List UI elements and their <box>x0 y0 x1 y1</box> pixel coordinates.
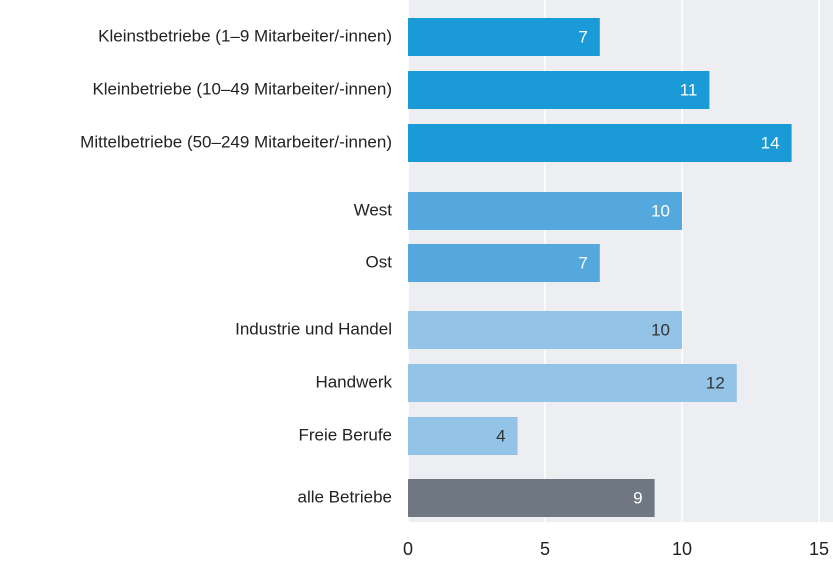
value-label: 12 <box>706 373 725 392</box>
bar <box>408 364 737 402</box>
bar <box>408 192 682 230</box>
y-tick-label: Kleinbetriebe (10–49 Mitarbeiter/-innen) <box>92 79 392 98</box>
y-tick-label: alle Betriebe <box>297 487 392 506</box>
x-tick-label: 10 <box>672 539 692 559</box>
bar <box>408 18 600 56</box>
bar <box>408 244 600 282</box>
x-tick-label: 15 <box>809 539 829 559</box>
bar <box>408 71 710 109</box>
value-label: 4 <box>496 426 505 445</box>
y-tick-label: West <box>354 200 393 219</box>
value-label: 10 <box>651 201 670 220</box>
value-label: 14 <box>761 133 780 152</box>
y-tick-label: Freie Berufe <box>298 425 392 444</box>
y-tick-label: Kleinstbetriebe (1–9 Mitarbeiter/-innen) <box>98 26 392 45</box>
value-label: 9 <box>633 488 642 507</box>
x-tick-label: 0 <box>403 539 413 559</box>
bar <box>408 311 682 349</box>
x-tick-label: 5 <box>540 539 550 559</box>
bar <box>408 417 518 455</box>
value-label: 7 <box>578 253 587 272</box>
value-label: 11 <box>680 80 698 99</box>
y-tick-label: Ost <box>366 252 393 271</box>
value-label: 10 <box>651 320 670 339</box>
bar <box>408 479 655 517</box>
y-tick-label: Industrie und Handel <box>235 319 392 338</box>
y-tick-label: Mittelbetriebe (50–249 Mitarbeiter/-inne… <box>80 132 392 151</box>
bar <box>408 124 792 162</box>
value-label: 7 <box>578 27 587 46</box>
y-tick-label: Handwerk <box>315 372 392 391</box>
